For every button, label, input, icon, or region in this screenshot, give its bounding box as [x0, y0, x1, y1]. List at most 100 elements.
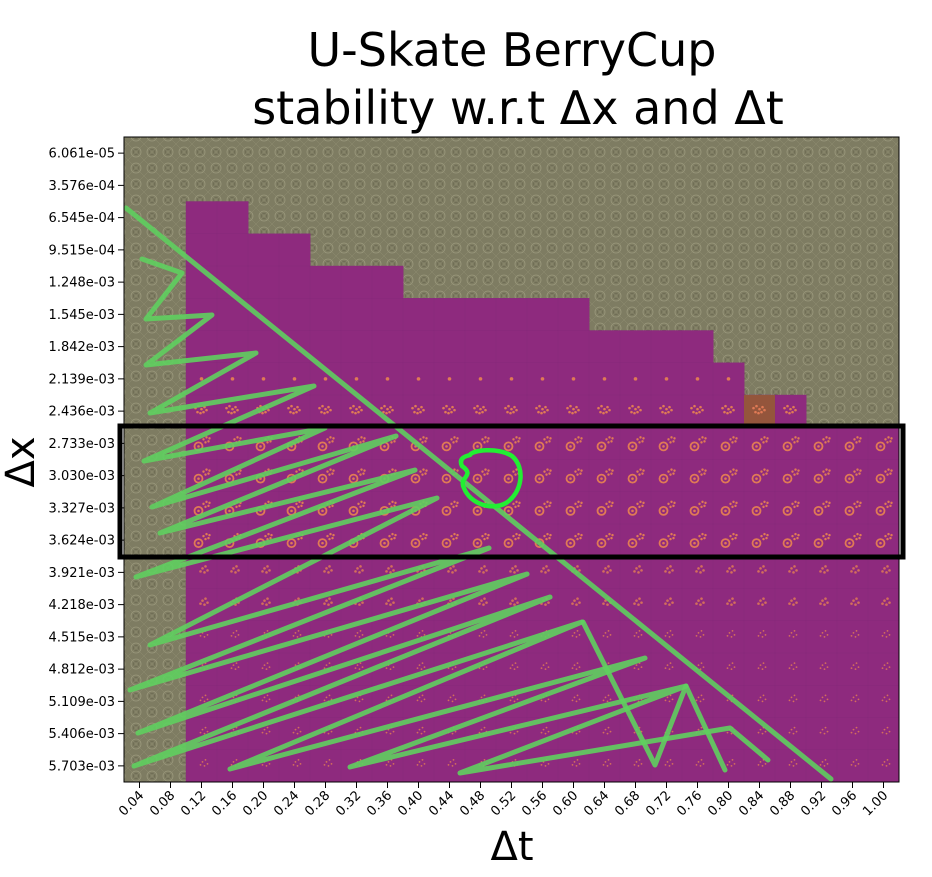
cell-marker: [854, 603, 857, 606]
cell-marker: [848, 477, 851, 480]
cell-marker: [329, 468, 332, 471]
cell-marker: [796, 504, 799, 508]
cell-marker: [232, 664, 235, 667]
cell-marker: [857, 601, 860, 604]
cell-marker: [858, 504, 861, 508]
cell-marker: [238, 472, 241, 475]
cell-marker: [817, 509, 820, 513]
cell-marker: [267, 408, 270, 412]
cell-marker: [857, 730, 860, 733]
cell-marker: [759, 664, 762, 667]
cell-marker: [441, 441, 452, 452]
y-tick-label: 4.812e-03: [49, 663, 115, 678]
cell-marker: [360, 500, 363, 504]
cell-marker: [204, 537, 207, 541]
cell-marker: [855, 597, 858, 600]
cell-marker: [734, 536, 737, 540]
cell-marker: [641, 472, 644, 475]
cell-marker: [792, 635, 795, 638]
cell-marker: [636, 410, 639, 414]
cell-marker: [886, 662, 889, 665]
cell-marker: [607, 662, 610, 665]
stable-cell: [433, 298, 466, 331]
cell-marker: [886, 597, 889, 600]
cell-marker: [576, 537, 579, 541]
cell-marker: [544, 764, 547, 767]
cell-marker: [857, 762, 860, 765]
cell-marker: [786, 477, 789, 480]
cell-marker: [636, 502, 639, 506]
cell-marker: [361, 601, 364, 604]
cell-marker: [669, 597, 672, 600]
cell-marker: [387, 567, 390, 570]
cell-marker: [766, 501, 769, 505]
y-tick-label: 9.515e-04: [49, 243, 115, 258]
cell-marker: [349, 406, 352, 410]
cell-marker: [569, 509, 572, 513]
cell-marker: [757, 570, 760, 573]
cell-marker: [359, 629, 362, 632]
cell-marker: [264, 534, 267, 538]
cell-marker: [611, 501, 614, 505]
cell-marker: [485, 569, 488, 572]
cell-marker: [266, 537, 269, 541]
cell-marker: [544, 405, 547, 409]
stable-cell: [526, 556, 559, 589]
cell-marker: [237, 633, 240, 636]
cell-marker: [236, 436, 239, 439]
cell-marker: [698, 502, 701, 506]
cell-marker: [356, 631, 359, 634]
cell-marker: [267, 500, 270, 504]
cell-marker: [790, 760, 793, 763]
cell-marker: [761, 635, 764, 638]
y-tick-label: 3.624e-03: [49, 534, 115, 549]
cell-marker: [455, 440, 458, 443]
cell-marker: [693, 509, 696, 513]
cell-marker: [534, 505, 545, 516]
cell-marker: [727, 407, 730, 411]
cell-marker: [731, 597, 734, 600]
cell-marker: [385, 377, 390, 381]
cell-marker: [380, 406, 383, 410]
cell-marker: [571, 602, 574, 605]
cell-marker: [821, 728, 824, 731]
cell-marker: [261, 731, 264, 734]
cell-marker: [482, 603, 485, 606]
cell-marker: [764, 569, 767, 572]
cell-marker: [445, 541, 448, 545]
cell-marker: [735, 437, 738, 440]
cell-marker: [689, 538, 700, 549]
cell-marker: [549, 437, 552, 440]
cell-marker: [569, 541, 572, 545]
cell-marker: [361, 633, 364, 636]
cell-marker: [230, 570, 233, 573]
cell-marker: [763, 532, 766, 536]
cell-marker: [606, 571, 609, 574]
cell-marker: [637, 571, 640, 574]
cell-marker: [826, 762, 829, 765]
cell-marker: [447, 570, 450, 573]
cell-marker: [414, 477, 417, 480]
cell-marker: [547, 730, 550, 733]
cell-marker: [671, 633, 674, 636]
cell-marker: [879, 445, 882, 448]
cell-marker: [361, 666, 364, 669]
x-tick-label: 0.20: [240, 788, 271, 819]
cell-marker: [544, 700, 547, 703]
cell-marker: [666, 599, 669, 602]
stable-cell: [805, 717, 838, 751]
cell-marker: [389, 405, 392, 409]
cell-marker: [726, 731, 729, 734]
stable-cell: [681, 749, 714, 783]
cell-marker: [416, 411, 419, 415]
cell-marker: [886, 537, 889, 541]
cell-marker: [726, 667, 729, 670]
cell-marker: [416, 699, 419, 702]
cell-marker: [450, 438, 453, 441]
cell-marker: [517, 440, 520, 443]
cell-marker: [890, 469, 893, 472]
cell-marker: [852, 567, 855, 570]
cell-marker: [512, 502, 515, 506]
cell-marker: [207, 440, 210, 443]
